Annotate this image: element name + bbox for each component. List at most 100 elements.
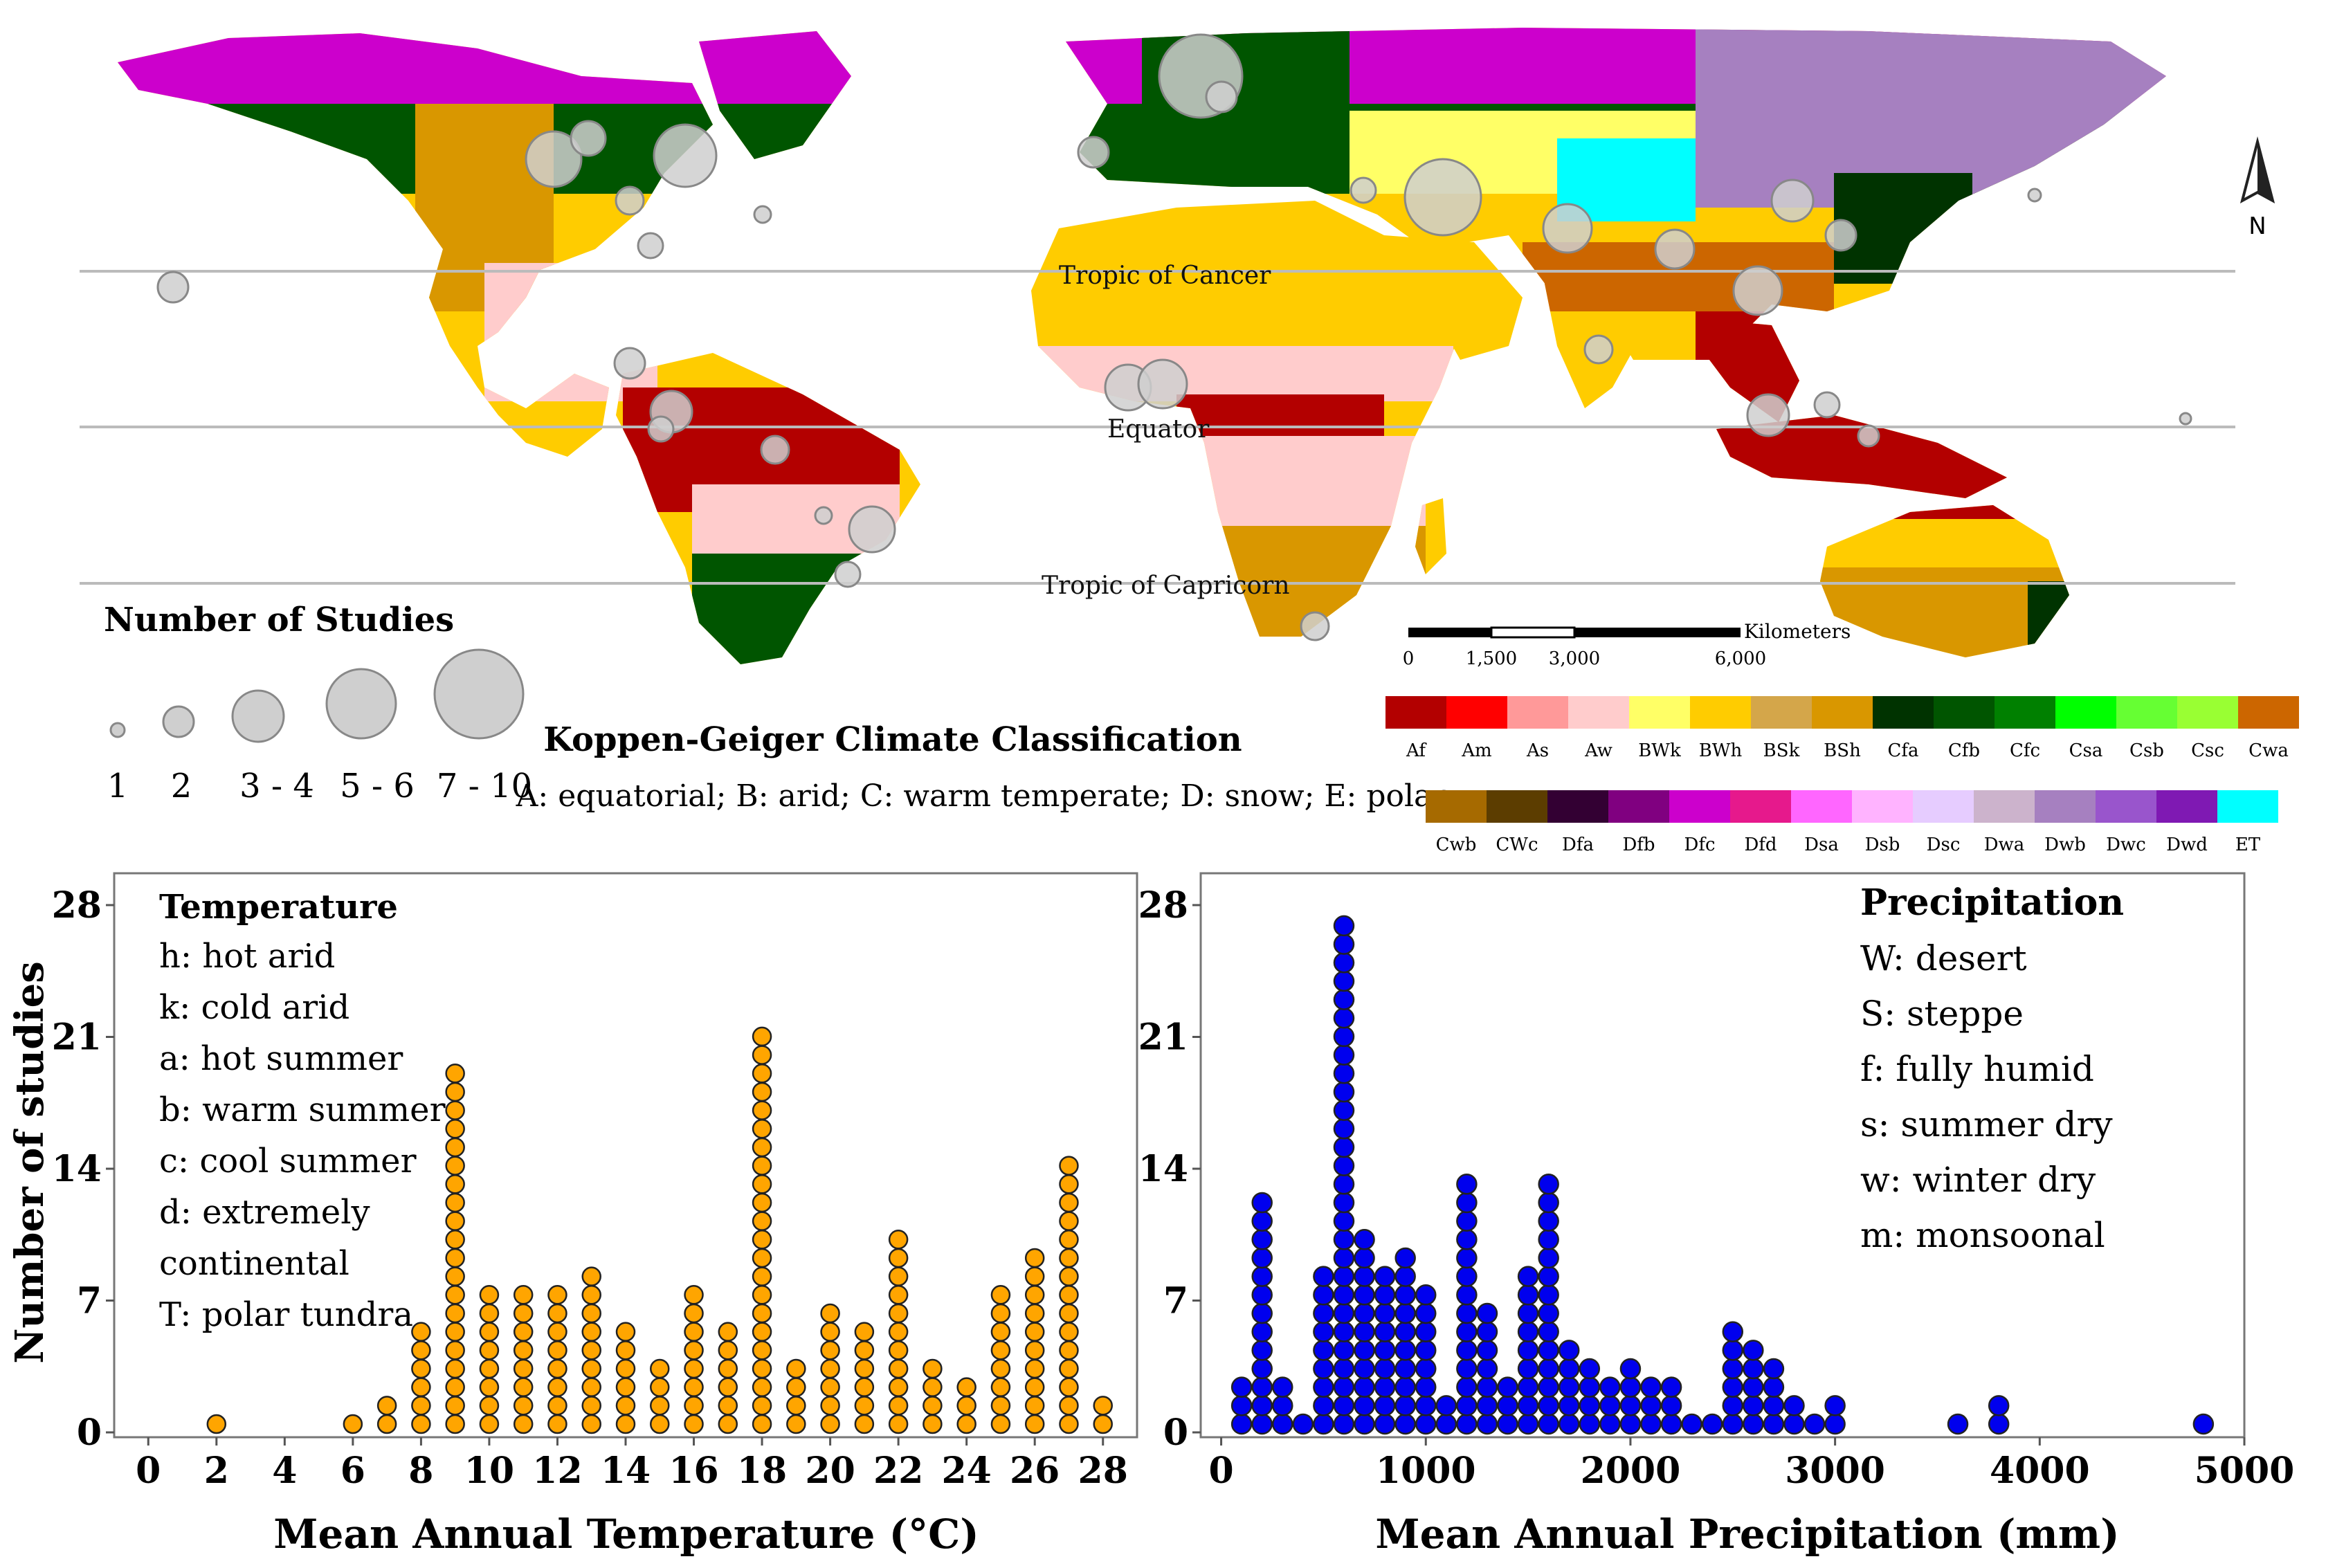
study-dot <box>1517 1376 1539 1398</box>
dot-column-13 <box>581 1266 601 1434</box>
dot-column-500 <box>1313 1266 1334 1435</box>
koppen-label-dwa: Dwa <box>1984 835 2025 855</box>
study-dot <box>1681 1413 1702 1435</box>
scale-tick-1500: 1,500 <box>1466 648 1517 669</box>
study-dot <box>1640 1413 1662 1435</box>
legend-item-5: d: extremely <box>159 1193 370 1232</box>
koppen-label-bwk: BWk <box>1638 740 1681 761</box>
study-dot <box>923 1377 943 1397</box>
study-dot <box>1024 1285 1045 1305</box>
size-7-10-bubble <box>433 648 525 740</box>
study-dot <box>820 1414 840 1434</box>
study-dot <box>718 1322 738 1342</box>
legend-item-3: b: warm summer <box>159 1091 446 1129</box>
dot-column-100 <box>1230 1376 1253 1435</box>
study-dot <box>718 1358 738 1379</box>
study-dot <box>1456 1340 1478 1361</box>
koppen-swatch-dsa <box>1791 790 1852 823</box>
study-dot <box>1660 1395 1682 1416</box>
study-dot <box>1251 1413 1273 1435</box>
dot-column-3600 <box>1947 1413 1969 1435</box>
study-dot <box>1763 1413 1785 1435</box>
study-dot <box>1374 1395 1396 1416</box>
study-dot <box>1599 1395 1621 1416</box>
study-dot <box>1456 1321 1478 1342</box>
study-dot <box>684 1303 704 1324</box>
legend-item-0: W: desert <box>1860 938 2027 978</box>
study-dot <box>1251 1284 1273 1306</box>
equator-label: Equator <box>1107 415 1210 444</box>
koppen-swatch-dwb <box>2035 790 2096 823</box>
study-dot <box>888 1303 909 1324</box>
koppen-label-dsa: Dsa <box>1804 835 1839 855</box>
study-dot <box>888 1340 909 1360</box>
study-dot <box>1579 1358 1601 1380</box>
study-dot <box>1333 1395 1355 1416</box>
study-dot <box>1333 989 1355 1010</box>
dot-column-19 <box>786 1358 806 1434</box>
world-climate-map: Tropic of Cancer Equator Tropic of Capri… <box>80 28 2275 669</box>
legend-item-3: s: summer dry <box>1860 1104 2113 1145</box>
koppen-label-aw: Aw <box>1584 740 1612 761</box>
study-dot <box>445 1340 465 1360</box>
koppen-swatch-dfa <box>1547 790 1608 823</box>
koppen-label-et: ET <box>2235 835 2261 855</box>
precipitation-chart: 0 7 14 21 28 0 1000 2000 3000 4000 5000 Mean Annu… <box>1138 872 2294 1558</box>
study-dot <box>1722 1413 1744 1435</box>
study-dot <box>581 1285 601 1305</box>
study-dot <box>1059 1303 1079 1324</box>
study-dot <box>411 1340 431 1360</box>
study-dot <box>445 1192 465 1213</box>
study-dot <box>1743 1358 1764 1380</box>
study-dot <box>752 1248 772 1268</box>
study-dot <box>1988 1413 2010 1435</box>
study-dot <box>1456 1210 1478 1232</box>
study-dot <box>1333 1229 1355 1250</box>
dot-column-2 <box>206 1414 227 1434</box>
study-dot <box>1538 1210 1559 1232</box>
x-tick-label-12: 12 <box>532 1450 582 1492</box>
study-dot <box>547 1377 567 1397</box>
study-dot <box>888 1377 909 1397</box>
study-dot <box>445 1266 465 1286</box>
koppen-label-dfa: Dfa <box>1562 835 1594 855</box>
koppen-swatch-bsk <box>1751 696 1812 729</box>
dot-column-1500 <box>1517 1266 1539 1435</box>
koppen-label-bsh: BSh <box>1824 740 1861 761</box>
dot-column-2100 <box>1640 1376 1662 1435</box>
study-dot <box>1333 1008 1355 1029</box>
study-dot <box>1579 1376 1601 1398</box>
x-tick-label-20: 20 <box>805 1450 855 1492</box>
study-dot <box>1024 1377 1045 1397</box>
koppen-legend-row-1: Af Am As Aw BWk BWh BSk BSh Cfa Cfb Cfc Csa Csb Csc Cw… <box>1385 696 2299 761</box>
study-dot <box>990 1303 1011 1324</box>
study-dot <box>1394 1247 1416 1269</box>
study-dot <box>1313 1376 1334 1398</box>
dot-column-17 <box>718 1322 738 1434</box>
legend-item-7: T: polar tundra <box>159 1295 413 1334</box>
study-dot <box>411 1377 431 1397</box>
study-dot <box>1763 1358 1785 1380</box>
study-dot <box>1093 1396 1113 1416</box>
study-dot <box>1456 1395 1478 1416</box>
study-dot <box>684 1322 704 1342</box>
dot-column-20 <box>820 1303 840 1434</box>
study-dot <box>445 1377 465 1397</box>
study-dot <box>752 1192 772 1213</box>
koppen-swatch-cfa <box>1873 696 1934 729</box>
study-dot <box>1374 1266 1396 1287</box>
scale-tick-3000: 3,000 <box>1549 648 1600 669</box>
x-tick-label-26: 26 <box>1010 1450 1060 1492</box>
study-dot <box>1333 1376 1355 1398</box>
study-dot <box>684 1358 704 1379</box>
koppen-label-dwd: Dwd <box>2166 835 2208 855</box>
study-dot <box>1313 1284 1334 1306</box>
dot-column-22 <box>888 1230 909 1434</box>
study-dot <box>752 1137 772 1158</box>
study-dot <box>990 1377 1011 1397</box>
koppen-label-cwc: CWc <box>1496 835 1538 855</box>
dot-column-11 <box>513 1285 534 1434</box>
study-dot <box>1743 1395 1764 1416</box>
study-dot <box>1354 1229 1375 1250</box>
study-dot <box>1456 1192 1478 1214</box>
